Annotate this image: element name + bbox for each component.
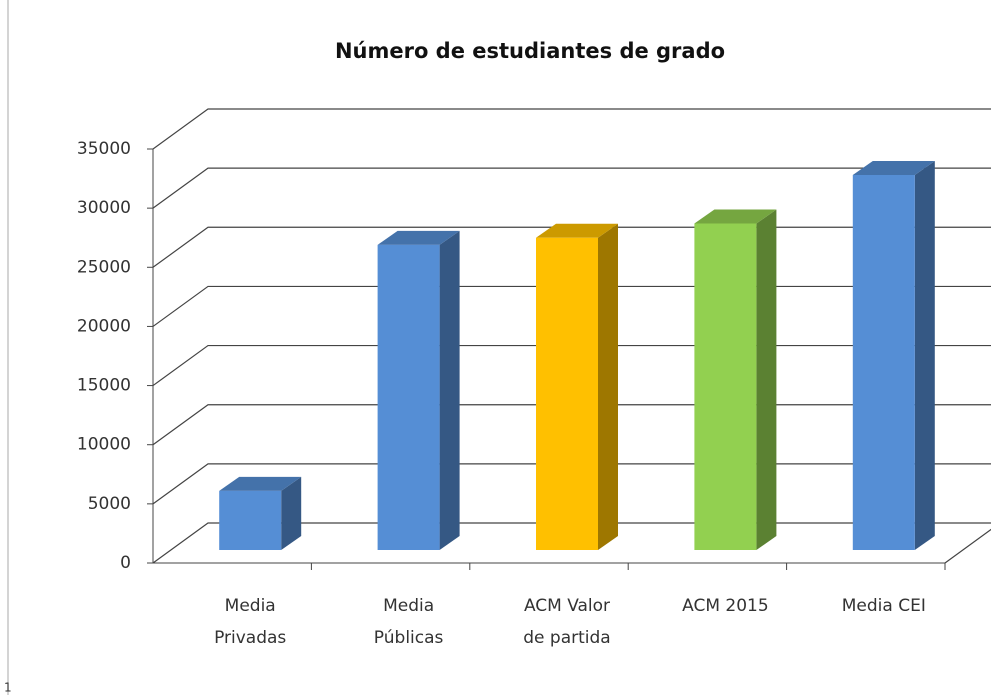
bar-top: [377, 230, 460, 245]
chart-title: Número de estudiantes de grado: [335, 39, 725, 63]
y-tick-label: 10000: [77, 435, 131, 455]
bar-top: [219, 476, 302, 491]
bar-front: [377, 244, 440, 550]
grid-line: [152, 108, 991, 150]
y-tick-label: 30000: [77, 198, 131, 218]
bar-front: [852, 175, 915, 550]
bar-side: [281, 476, 302, 550]
bar-side: [914, 161, 935, 550]
bar: [377, 230, 460, 550]
x-tick-label: de partida: [523, 628, 610, 648]
x-tick-label: Media CEI: [842, 596, 926, 616]
x-tick-label: ACM 2015: [682, 596, 769, 616]
bar-side: [598, 223, 618, 550]
bar-side: [439, 230, 460, 550]
x-tick-label: Media: [383, 596, 434, 616]
bar-top: [536, 223, 618, 238]
bar-side: [756, 209, 777, 550]
bar: [694, 209, 777, 550]
bar-top: [852, 161, 935, 176]
bar: [536, 223, 618, 550]
bar-top: [694, 209, 777, 224]
bar: [219, 476, 302, 550]
y-tick-label: 25000: [77, 257, 131, 277]
y-tick-label: 15000: [77, 376, 131, 396]
bar-front: [536, 237, 598, 550]
y-tick-label: 5000: [88, 494, 131, 514]
y-tick-label: 35000: [77, 139, 131, 159]
grid-line: [152, 167, 991, 209]
y-tick-label: 20000: [77, 316, 131, 336]
footnote: 1: [4, 681, 12, 695]
x-tick-label: Públicas: [374, 628, 444, 648]
bar: [852, 161, 935, 550]
x-tick-label: Media: [225, 596, 276, 616]
bar-front: [694, 223, 757, 550]
y-tick-label: 0: [120, 553, 131, 573]
x-tick-label: Privadas: [214, 628, 286, 648]
bar-front: [219, 490, 282, 550]
x-tick-label: ACM Valor: [524, 596, 610, 616]
